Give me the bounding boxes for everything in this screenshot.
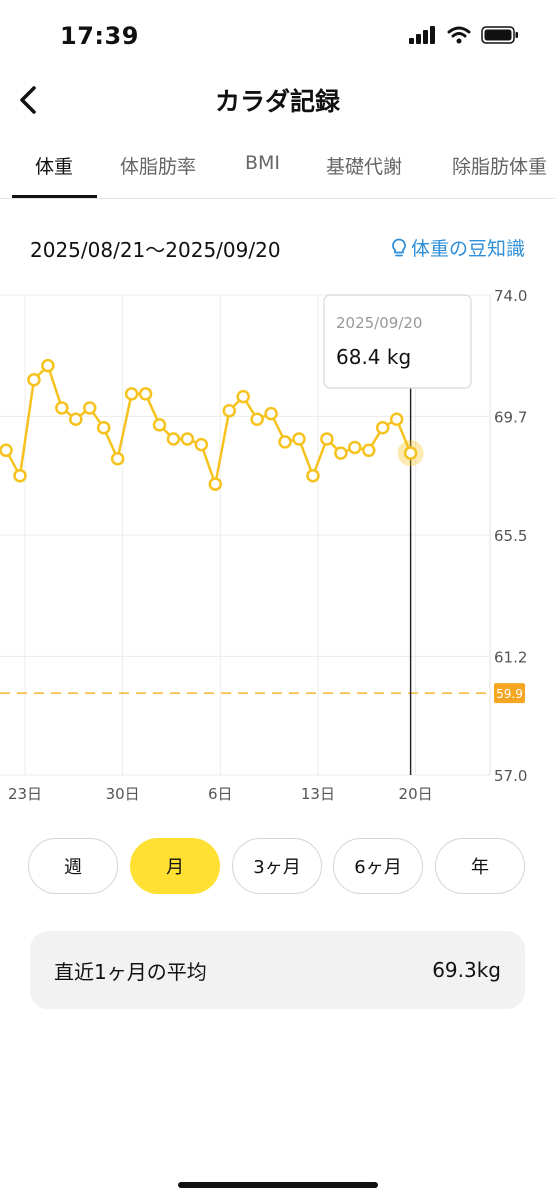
period-year-button[interactable]: 年 [435,838,525,894]
data-point[interactable] [320,432,334,446]
data-point[interactable] [348,440,362,455]
data-point[interactable] [55,401,69,415]
data-point[interactable] [236,389,250,404]
data-point[interactable] [0,443,13,458]
data-point[interactable] [138,387,153,401]
home-indicator [178,1182,378,1188]
tooltip-date: 2025/09/20 [336,314,422,332]
data-point[interactable] [292,432,306,446]
metric-tabs: 体重 体脂肪率 BMI 基礎代謝 除脂肪体重 [0,138,555,199]
weight-chart[interactable]: 59.9 74.0 69.7 65.5 61.2 57.0 23日 30日 6日 13日 20日… [0,280,555,810]
data-point[interactable] [83,401,97,415]
x-tick-label: 6日 [208,785,233,803]
target-badge-label: 59.9 [496,687,523,701]
x-axis-ticks: 23日 30日 6日 13日 20日 [8,785,433,803]
x-tick-label: 30日 [106,785,140,803]
x-tick-label: 23日 [8,785,42,803]
data-point[interactable] [306,468,320,483]
chart-tooltip: 2025/09/20 68.4 kg [323,294,472,389]
tab-bmi[interactable]: BMI [245,152,281,174]
period-week-button[interactable]: 週 [28,838,118,894]
weight-tips-link[interactable]: 体重の豆知識 [391,234,525,261]
data-point[interactable] [124,387,139,401]
y-tick-label: 65.5 [494,527,527,545]
data-point[interactable] [69,412,83,426]
period-6months-button[interactable]: 6ヶ月 [333,838,423,894]
data-point[interactable] [208,477,223,491]
y-tick-label: 74.0 [494,287,527,305]
back-button[interactable] [8,80,48,120]
data-point[interactable] [362,443,376,458]
data-point[interactable] [110,452,125,466]
average-label: 直近1ヶ月の平均 [54,959,207,984]
tab-weight[interactable]: 体重 [35,156,74,178]
data-points [0,358,424,491]
data-point[interactable] [264,406,278,421]
x-tick-label: 13日 [301,785,335,803]
target-badge: 59.9 [494,683,525,704]
data-point[interactable] [375,420,390,435]
period-selector: 週 月 3ヶ月 6ヶ月 年 [28,838,528,896]
y-tick-label: 61.2 [494,648,527,666]
selected-data-point[interactable] [403,446,418,460]
lightbulb-icon [392,238,406,256]
status-time: 17:39 [60,22,139,50]
tab-basal-metabolism[interactable]: 基礎代謝 [326,156,403,178]
data-point[interactable] [13,468,27,483]
status-icons [409,26,519,44]
y-axis-ticks: 74.0 69.7 65.5 61.2 57.0 [494,287,527,785]
data-point[interactable] [180,432,195,446]
battery-icon [481,26,518,44]
data-point[interactable] [250,412,264,426]
average-card: 直近1ヶ月の平均 69.3kg [30,931,525,1009]
target-badge-bg [494,683,525,704]
data-point[interactable] [96,420,111,435]
tab-body-fat[interactable]: 体脂肪率 [120,156,197,178]
data-point[interactable] [166,432,181,446]
weight-tips-label: 体重の豆知識 [410,238,525,260]
tooltip-value: 68.4 kg [336,345,411,369]
y-tick-label: 57.0 [494,767,527,785]
x-tick-label: 20日 [399,785,433,803]
wifi-icon [447,26,471,44]
tab-indicator [12,195,97,198]
period-month-button[interactable]: 月 [130,838,220,894]
tab-lean-body-mass[interactable]: 除脂肪体重 [452,156,548,178]
y-tick-label: 69.7 [494,408,527,426]
average-value: 69.3kg [432,958,501,982]
tooltip-box [323,294,472,389]
date-range: 2025/08/21〜2025/09/20 [30,238,281,262]
data-point[interactable] [278,435,292,449]
period-3months-button[interactable]: 3ヶ月 [232,838,322,894]
data-point[interactable] [194,437,209,452]
signal-icon [409,26,435,44]
chevron-left-icon [20,86,36,114]
data-point[interactable] [334,446,348,460]
data-point[interactable] [41,358,55,373]
data-point[interactable] [222,404,236,418]
data-point[interactable] [152,418,167,432]
data-point[interactable] [389,412,404,426]
data-point[interactable] [27,372,41,387]
page-title: カラダ記録 [214,87,340,116]
